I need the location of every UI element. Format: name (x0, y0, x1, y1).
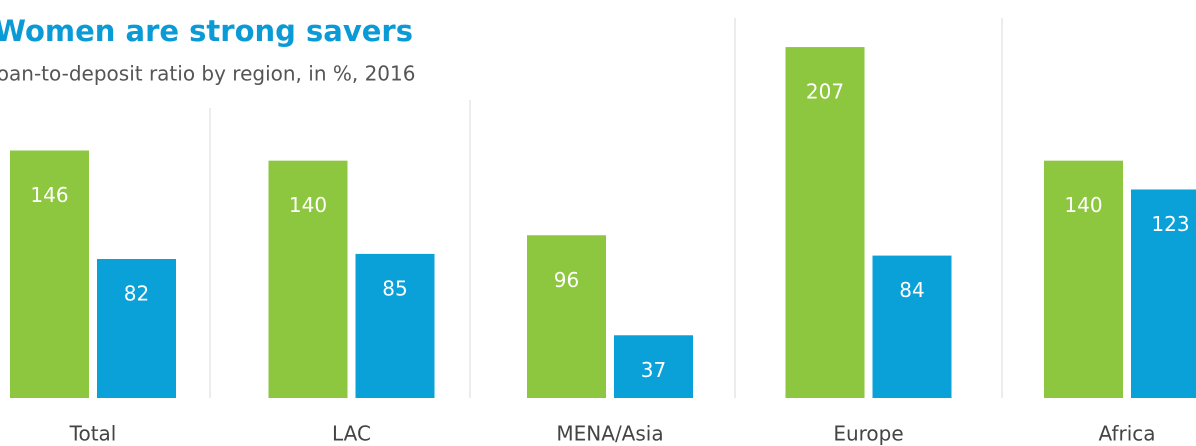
x-tick-label: MENA/Asia (556, 422, 663, 446)
value-label: 207 (806, 80, 844, 104)
value-label: 37 (641, 358, 666, 382)
value-label: 96 (554, 268, 579, 292)
value-label: 84 (899, 278, 924, 302)
bar (1131, 189, 1196, 398)
x-tick-label: Total (69, 422, 117, 446)
bar (614, 335, 693, 398)
bar (97, 258, 176, 398)
x-tick-label: LAC (332, 422, 371, 446)
bar (872, 255, 952, 398)
x-tick-label: Europe (833, 422, 903, 446)
bar (785, 47, 865, 398)
value-label: 146 (30, 183, 68, 207)
value-label: 140 (289, 193, 327, 217)
bar (527, 235, 606, 398)
bar (10, 150, 89, 398)
chart-title: Women are strong savers (0, 14, 413, 48)
value-label: 82 (124, 281, 149, 305)
bar (1044, 160, 1123, 398)
chart-subtitle: Loan-to-deposit ratio by region, in %, 2… (0, 62, 415, 86)
x-tick-label: Africa (1098, 422, 1155, 446)
bar (268, 160, 348, 398)
value-label: 123 (1151, 212, 1189, 236)
bar (355, 253, 435, 398)
value-label: 140 (1064, 193, 1102, 217)
value-label: 85 (382, 276, 407, 300)
